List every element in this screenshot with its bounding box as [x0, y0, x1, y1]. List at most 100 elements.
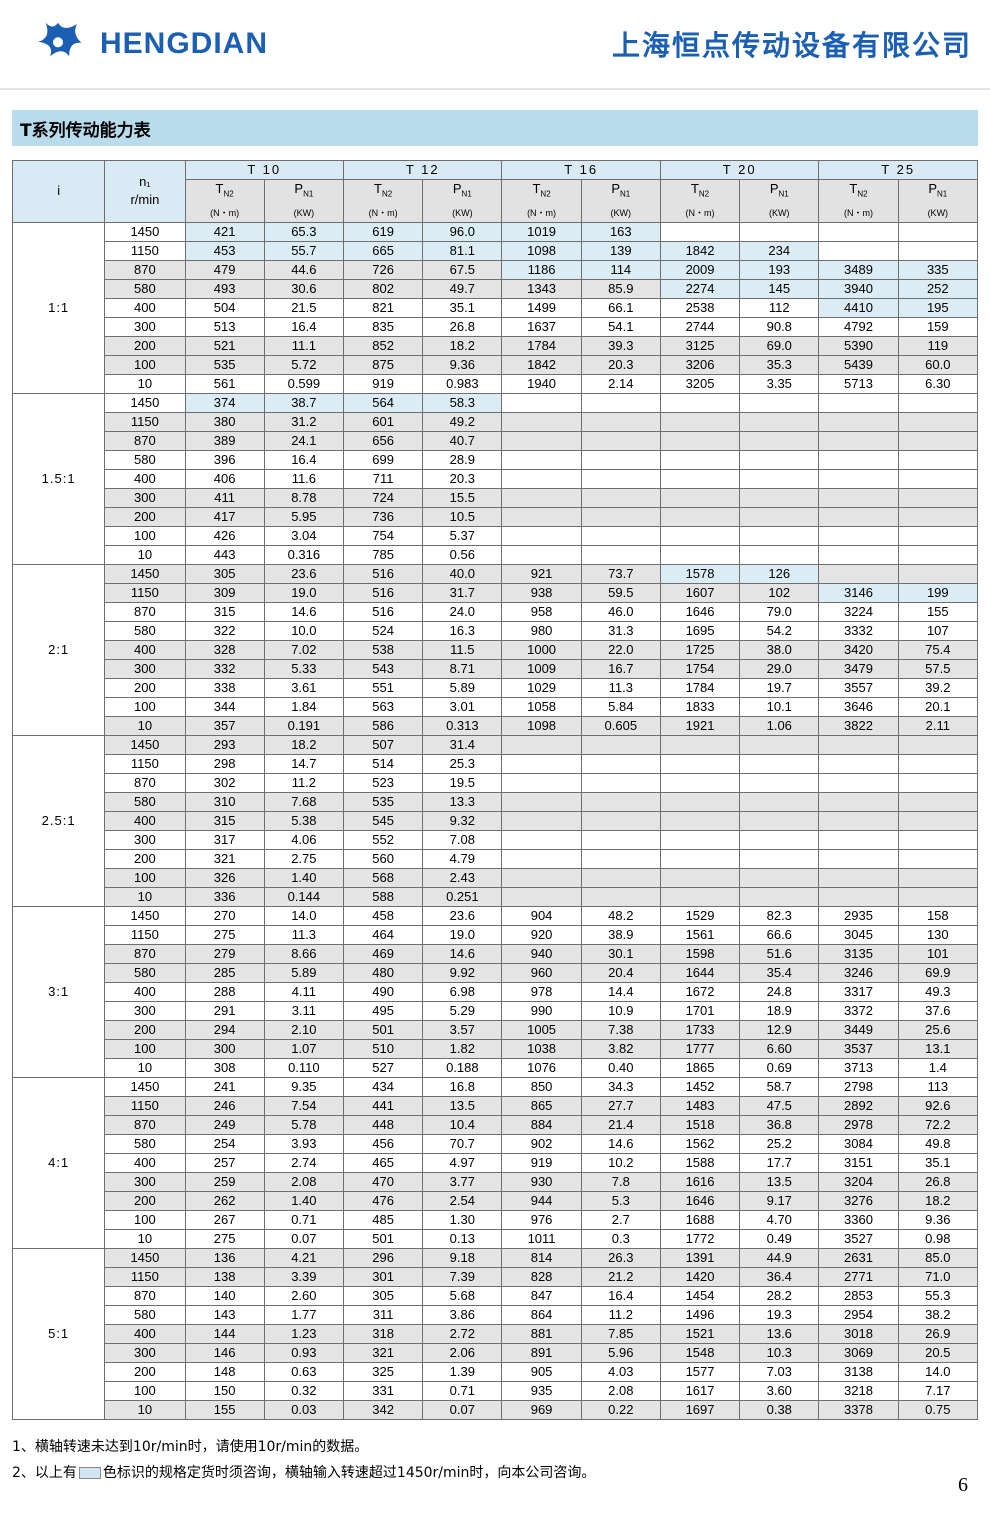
power-cell: 36.8: [739, 1114, 820, 1135]
power-cell: 55.7: [263, 240, 344, 261]
torque-cell: 535: [184, 354, 265, 375]
power-cell: 30.1: [580, 943, 661, 964]
torque-cell: [818, 772, 899, 793]
power-cell: [580, 468, 661, 489]
sub-unit: (N・m): [368, 207, 398, 218]
rpm-cell: 400: [104, 810, 186, 831]
power-cell: 4.06: [263, 829, 344, 850]
power-cell: [739, 468, 820, 489]
torque-cell: 1577: [659, 1361, 741, 1382]
torque-cell: 1754: [659, 658, 741, 679]
power-cell: 113: [897, 1076, 979, 1097]
page-number: 6: [958, 1474, 968, 1496]
power-cell: 16.4: [263, 449, 344, 470]
torque-cell: 1058: [501, 696, 582, 717]
torque-cell: 241: [184, 1076, 265, 1097]
ratio-cell: 4:1: [11, 1076, 106, 1249]
torque-cell: 881: [501, 1323, 582, 1344]
power-cell: 0.40: [580, 1057, 661, 1078]
power-cell: [739, 449, 820, 470]
torque-cell: 3246: [818, 962, 899, 983]
power-cell: 1.4: [897, 1057, 979, 1078]
rpm-cell: 10: [104, 1399, 186, 1420]
power-cell: [580, 411, 661, 432]
power-cell: [739, 791, 820, 812]
torque-cell: 1483: [659, 1095, 741, 1116]
rpm-cell: 300: [104, 829, 186, 850]
power-cell: 1.40: [263, 867, 344, 888]
table-row: 580 396 16.4 699 28.9: [13, 449, 979, 470]
power-cell: 5.29: [422, 1000, 503, 1021]
power-cell: 35.3: [739, 354, 820, 375]
torque-cell: [659, 772, 741, 793]
power-cell: 35.1: [422, 297, 503, 318]
power-cell: [580, 506, 661, 527]
power-cell: 48.2: [580, 905, 661, 926]
rpm-cell: 300: [104, 487, 186, 508]
rpm-cell: 580: [104, 1304, 186, 1325]
power-cell: 335: [897, 259, 979, 280]
torque-cell: 1865: [659, 1057, 741, 1078]
torque-cell: 852: [342, 335, 424, 356]
power-cell: 44.9: [739, 1247, 820, 1268]
power-cell: 49.8: [897, 1133, 979, 1154]
power-cell: 31.4: [422, 734, 503, 755]
torque-cell: [501, 487, 582, 508]
torque-cell: 293: [184, 734, 265, 755]
table-row: 1150 309 19.0 516 31.7 938 59.5 1607 102 3146 199: [13, 582, 979, 603]
torque-cell: 1009: [501, 658, 582, 679]
power-cell: 234: [739, 240, 820, 261]
torque-cell: 140: [184, 1285, 265, 1306]
power-cell: 0.313: [422, 715, 503, 736]
power-cell: 0.22: [580, 1399, 661, 1420]
torque-cell: 510: [342, 1038, 424, 1059]
power-cell: 25.2: [739, 1133, 820, 1154]
power-cell: 4.79: [422, 848, 503, 869]
power-cell: [897, 772, 979, 793]
table-row: 870 302 11.2 523 19.5: [13, 772, 979, 793]
power-cell: 35.1: [897, 1152, 979, 1173]
torque-cell: 3204: [818, 1171, 899, 1192]
power-cell: 24.1: [263, 430, 344, 451]
torque-cell: 144: [184, 1323, 265, 1344]
torque-cell: 828: [501, 1266, 582, 1287]
table-row: 200 521 11.1 852 18.2 1784 39.3 3125 69.0 5390 119: [13, 335, 979, 356]
power-cell: 65.3: [263, 221, 344, 242]
power-cell: 0.93: [263, 1342, 344, 1363]
power-cell: 1.84: [263, 696, 344, 717]
torque-cell: 1637: [501, 316, 582, 337]
torque-cell: 279: [184, 943, 265, 964]
power-cell: 252: [897, 278, 979, 299]
torque-cell: 921: [501, 563, 582, 584]
table-row: 1150 298 14.7 514 25.3: [13, 753, 979, 774]
power-cell: 14.6: [263, 601, 344, 622]
power-cell: [739, 753, 820, 774]
torque-cell: 495: [342, 1000, 424, 1021]
torque-cell: 561: [184, 373, 265, 394]
torque-cell: 1733: [659, 1019, 741, 1040]
torque-cell: 2892: [818, 1095, 899, 1116]
torque-cell: 619: [342, 221, 424, 242]
sub-symbol: TN2: [532, 181, 551, 199]
torque-cell: 958: [501, 601, 582, 622]
power-cell: 12.9: [739, 1019, 820, 1040]
power-cell: 2.43: [422, 867, 503, 888]
power-cell: [739, 430, 820, 451]
torque-cell: 665: [342, 240, 424, 261]
power-cell: 5.38: [263, 810, 344, 831]
torque-cell: [818, 240, 899, 261]
torque-cell: [659, 392, 741, 413]
sub-unit: (N・m): [685, 207, 715, 218]
rpm-cell: 10: [104, 373, 186, 394]
torque-cell: 504: [184, 297, 265, 318]
torque-cell: 288: [184, 981, 265, 1002]
rpm-cell: 870: [104, 430, 186, 451]
torque-cell: 374: [184, 392, 265, 413]
torque-cell: 321: [342, 1342, 424, 1363]
torque-cell: 513: [184, 316, 265, 337]
power-cell: 57.5: [897, 658, 979, 679]
power-cell: [897, 886, 979, 907]
header-model-t16: T 16: [501, 160, 661, 180]
torque-cell: [501, 791, 582, 812]
torque-cell: 318: [342, 1323, 424, 1344]
